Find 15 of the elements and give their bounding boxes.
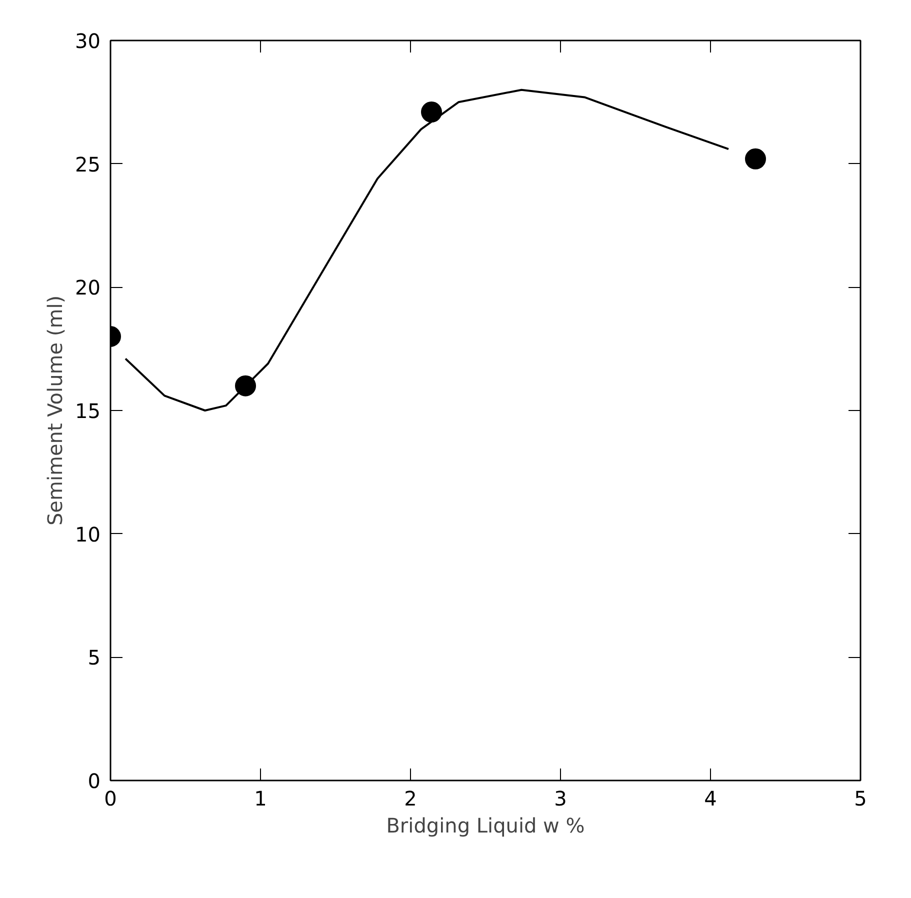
y-tick-label: 0 — [88, 769, 101, 793]
y-tick-label: 15 — [75, 399, 101, 423]
y-tick-label: 5 — [88, 646, 101, 670]
x-tick-label: 5 — [854, 786, 867, 810]
y-axis-title: Semiment Volume (ml) — [43, 295, 68, 526]
x-tick-label: 3 — [554, 786, 567, 810]
x-tick-label: 1 — [254, 786, 267, 810]
y-tick-label: 25 — [75, 152, 101, 176]
x-tick-label: 4 — [704, 786, 717, 810]
y-tick-label: 20 — [75, 276, 101, 300]
x-axis-title: Bridging Liquid w % — [386, 814, 585, 838]
y-tick-label: 10 — [75, 522, 101, 546]
x-tick-label: 2 — [404, 786, 417, 810]
y-tick-label: 30 — [75, 29, 101, 53]
x-tick-label: 0 — [104, 786, 117, 810]
